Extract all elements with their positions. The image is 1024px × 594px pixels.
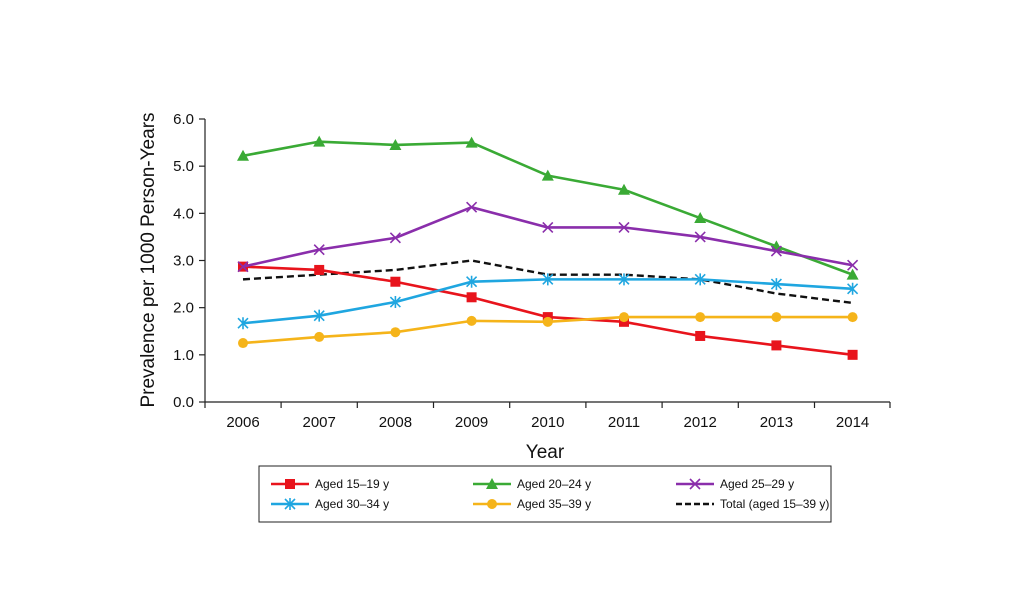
x-tick-label: 2009 — [455, 414, 488, 431]
y-tick-label: 0.0 — [173, 394, 194, 411]
series-aged-30-34-y — [237, 273, 859, 330]
data-point — [390, 276, 401, 287]
data-point — [389, 232, 401, 244]
data-point — [771, 340, 782, 351]
y-tick-label: 3.0 — [173, 253, 194, 270]
x-tick-label: 2007 — [303, 414, 336, 431]
data-point — [847, 312, 858, 323]
legend-item-aged-20-24-y: Aged 20–24 y — [473, 477, 591, 491]
data-point — [237, 149, 249, 161]
x-tick-label: 2006 — [226, 414, 259, 431]
data-point — [770, 245, 782, 257]
data-point — [313, 135, 326, 147]
data-point — [542, 316, 553, 327]
legend-label: Aged 15–19 y — [315, 477, 389, 491]
legend: Aged 15–19 y Aged 20–24 y Aged 25–29 y Aged… — [258, 465, 832, 523]
data-point — [541, 169, 554, 181]
y-tick-label: 5.0 — [173, 158, 194, 175]
data-point — [314, 264, 325, 275]
x-axis-title: Year — [526, 442, 565, 463]
legend-box — [258, 465, 832, 523]
series-line — [242, 140, 854, 276]
y-tick-label: 6.0 — [173, 111, 194, 128]
series-aged-25-29-y — [237, 201, 859, 273]
legend-label: Total (aged 15–39 y) — [720, 497, 829, 511]
legend-label: Aged 30–34 y — [315, 497, 389, 511]
series-layer — [237, 135, 859, 360]
series-line — [242, 205, 853, 268]
data-point — [847, 349, 858, 360]
legend-marker — [486, 478, 498, 489]
data-point — [466, 292, 477, 303]
y-axis-title: Prevalence per 1000 Person-Years — [138, 112, 159, 407]
x-tick-label: 2010 — [531, 414, 564, 431]
data-point — [313, 244, 325, 256]
legend-marker — [285, 479, 295, 489]
data-point — [542, 221, 554, 234]
legend-marker — [284, 498, 296, 510]
data-point — [695, 312, 706, 323]
data-point — [694, 212, 707, 224]
data-point — [313, 309, 325, 322]
data-point — [465, 136, 478, 148]
x-tick-label: 2013 — [760, 414, 793, 431]
data-point — [466, 315, 477, 326]
data-point — [237, 317, 249, 330]
data-point — [390, 327, 401, 338]
x-tick-label: 2008 — [379, 414, 412, 431]
data-point — [314, 331, 325, 342]
data-point — [542, 273, 554, 286]
data-point — [695, 330, 706, 341]
chart-axes — [204, 119, 890, 403]
data-point — [238, 338, 248, 349]
legend-item-aged-30-34-y: Aged 30–34 y — [271, 497, 389, 511]
data-point — [466, 275, 478, 288]
data-point — [618, 183, 630, 195]
legend-label: Aged 20–24 y — [517, 477, 591, 491]
legend-item-aged-25-29-y: Aged 25–29 y — [676, 477, 794, 491]
data-point — [770, 278, 782, 291]
data-point — [237, 261, 249, 273]
x-tick-label: 2014 — [836, 414, 869, 431]
legend-item-aged-15-19-y: Aged 15–19 y — [271, 477, 389, 491]
y-tick-label: 2.0 — [173, 300, 194, 317]
legend-item-aged-35-39-y: Aged 35–39 y — [473, 497, 591, 511]
y-tick-label: 4.0 — [173, 205, 194, 222]
data-point — [389, 138, 402, 150]
x-tick-label: 2011 — [608, 414, 640, 431]
legend-item-total-aged-15-39-y: Total (aged 15–39 y) — [676, 497, 829, 511]
data-point — [389, 296, 401, 309]
data-point — [846, 268, 859, 280]
x-axis-ticks: 2006 2007 2008 2009 2010 2011 2012 2013 2014 — [204, 402, 891, 431]
data-point — [618, 273, 630, 286]
series-aged-35-39-y — [238, 312, 858, 349]
data-point — [466, 201, 478, 213]
data-point — [694, 231, 706, 243]
data-point — [619, 312, 629, 323]
x-tick-label: 2012 — [684, 414, 717, 431]
legend-marker — [487, 499, 497, 509]
data-point — [847, 259, 859, 271]
legend-label: Aged 25–29 y — [720, 477, 794, 491]
data-point — [694, 273, 706, 286]
series-aged-20-24-y — [237, 135, 859, 280]
y-axis-ticks: 0.0 1.0 2.0 3.0 4.0 5.0 6.0 — [173, 111, 205, 411]
data-point — [771, 312, 782, 323]
y-tick-label: 1.0 — [173, 347, 194, 364]
data-point — [847, 282, 859, 295]
data-point — [618, 221, 630, 234]
legend-label: Aged 35–39 y — [517, 497, 591, 511]
legend-marker — [689, 478, 701, 490]
